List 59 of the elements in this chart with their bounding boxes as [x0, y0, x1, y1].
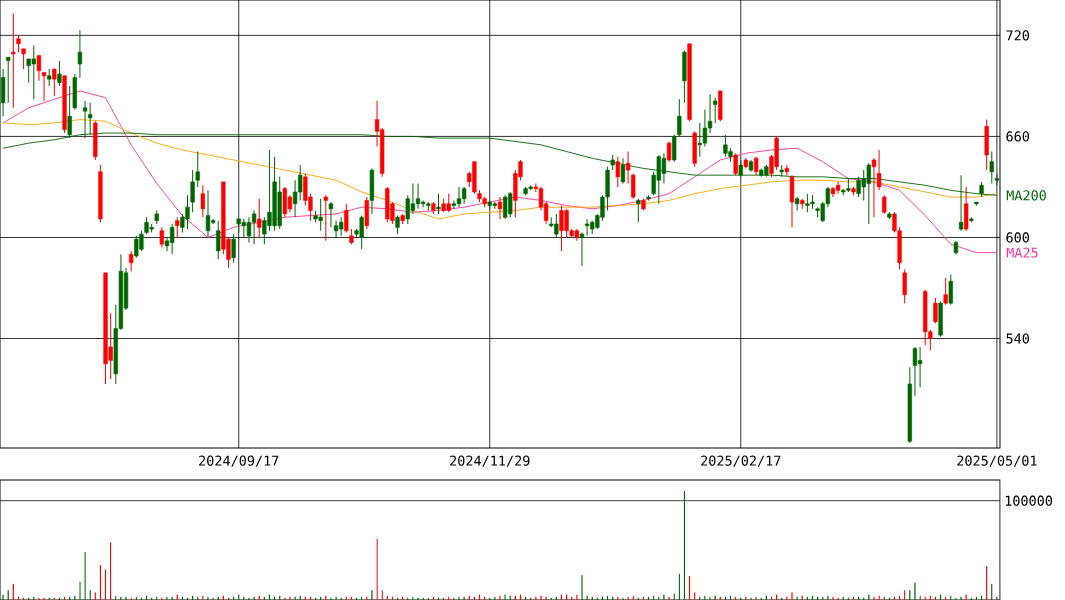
candlestick — [344, 203, 349, 233]
series-label: MA25 — [1006, 247, 1038, 258]
candlestick — [713, 97, 718, 124]
candlestick — [36, 55, 42, 82]
candlestick — [615, 156, 620, 188]
x-tick-label: 2025/02/17 — [701, 455, 781, 467]
x-tick-label: 2024/11/29 — [450, 455, 530, 467]
candlestick — [169, 223, 175, 255]
candlestick — [395, 215, 400, 235]
candlestick — [231, 233, 236, 264]
candlestick — [129, 250, 134, 272]
candlestick — [672, 134, 677, 163]
candlestick — [159, 226, 165, 249]
candlestick — [620, 157, 626, 185]
y-tick-label: 660 — [1006, 131, 1030, 142]
candlestick — [11, 12, 16, 109]
candlestick — [579, 231, 585, 267]
candlestick — [871, 157, 877, 218]
line-series — [2, 90, 998, 254]
candlestick — [882, 194, 887, 215]
candlestick — [497, 196, 503, 220]
x-tick-label: 2025/05/01 — [957, 455, 1037, 467]
candlestick — [733, 152, 738, 176]
candlestick — [631, 172, 636, 200]
candlestick — [436, 193, 441, 215]
candlestick — [948, 274, 953, 306]
candlestick — [200, 184, 206, 218]
candlestick — [216, 220, 221, 260]
candlestick — [994, 172, 1000, 186]
candlestick — [52, 68, 57, 97]
candlestick — [41, 71, 47, 102]
candlestick — [989, 151, 994, 185]
y-tick-label: 600 — [1006, 232, 1030, 243]
y-tick-label: 540 — [1006, 333, 1030, 344]
candlestick — [902, 268, 907, 304]
candlestick — [636, 198, 641, 223]
series-label: MA200 — [1006, 190, 1046, 201]
x-tick-label: 2024/09/17 — [199, 455, 279, 467]
candlestick — [77, 29, 83, 78]
candlestick — [933, 297, 938, 324]
candlestick — [328, 201, 334, 228]
candlestick — [175, 216, 180, 238]
candlestick — [57, 60, 62, 87]
candlestick — [21, 48, 26, 70]
candlestick — [677, 98, 682, 137]
candlestick — [943, 277, 948, 306]
candlestick — [794, 196, 800, 212]
candlestick — [257, 198, 262, 238]
candlestick — [323, 194, 328, 242]
candlestick — [6, 56, 11, 104]
candlestick — [784, 164, 790, 176]
y-tick-label: 720 — [1006, 30, 1030, 41]
candlestick — [625, 151, 631, 185]
candlestick — [195, 151, 200, 188]
candlestick — [753, 156, 759, 176]
candlestick — [666, 140, 672, 163]
text: 100000 — [1005, 495, 1053, 506]
candlestick — [190, 169, 195, 213]
candlestick — [876, 149, 882, 191]
